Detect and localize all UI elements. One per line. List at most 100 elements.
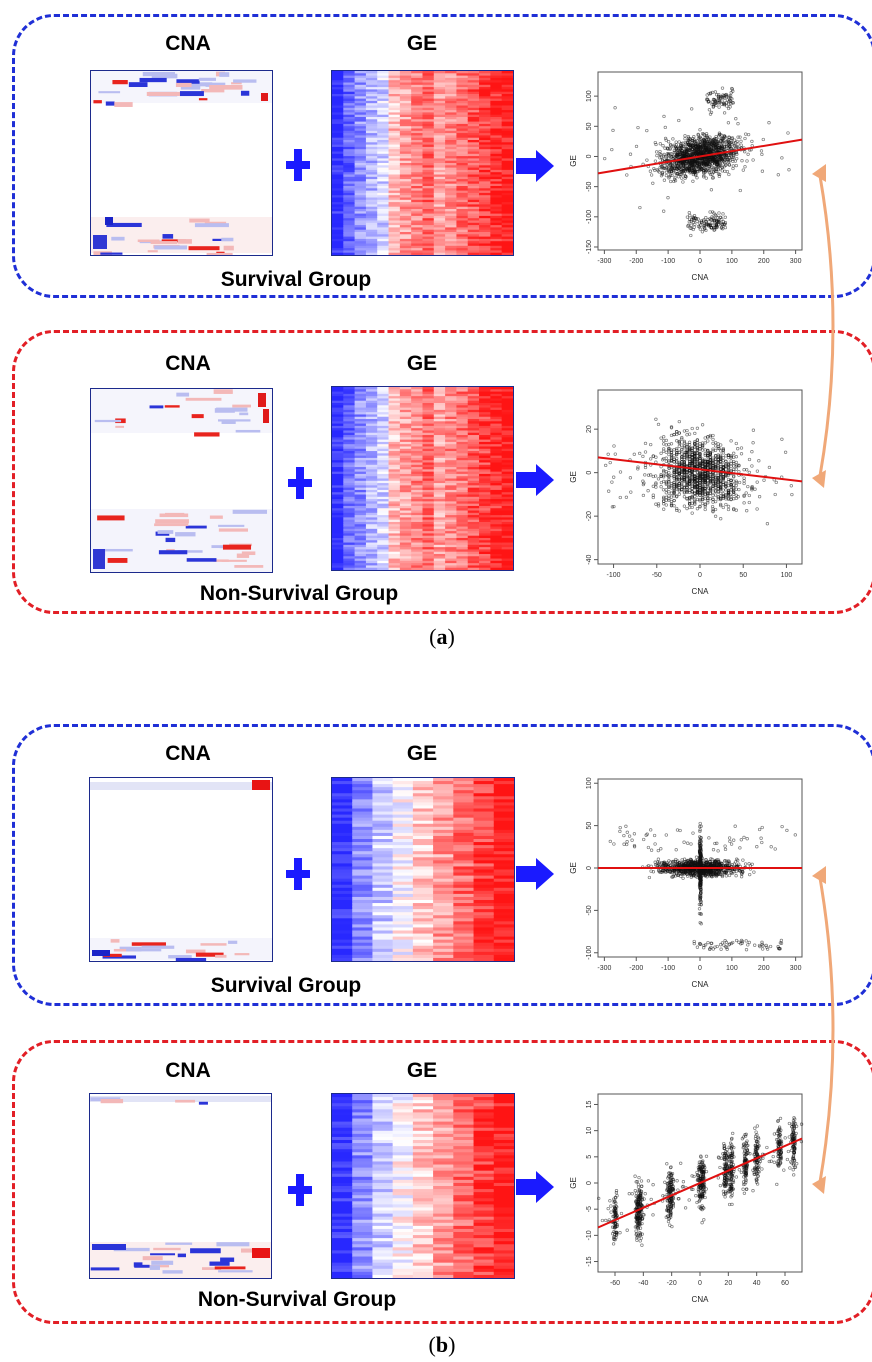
y-tick-label: -150 xyxy=(586,240,593,254)
group-label-b-non-survival: Non-Survival Group xyxy=(197,1288,397,1311)
y-tick-label: -50 xyxy=(586,181,593,191)
panel-label-a: (a) xyxy=(412,624,472,650)
ge-heatmap-a-non-survival xyxy=(331,386,514,571)
cna-heatmap-a-non-survival xyxy=(90,388,273,573)
survival-group-box-b xyxy=(12,724,872,1006)
cna-heatmap-a-survival xyxy=(90,70,273,256)
scatter-plot-svg: -60 -40 -20 0 20 40 60 15 10 5 0 -5 -10 -15 CNA GE xyxy=(569,1093,804,1304)
x-tick-label: 0 xyxy=(698,1280,702,1287)
point-cloud xyxy=(604,417,794,526)
right-arrow-icon xyxy=(516,1169,554,1205)
panel-label-b: (b) xyxy=(412,1332,472,1358)
y-tick-label: -10 xyxy=(586,1230,593,1240)
ge-heatmap-cells xyxy=(332,1094,514,1278)
x-tick-label: 0 xyxy=(698,258,702,265)
group-label-a-non-survival: Non-Survival Group xyxy=(199,582,399,605)
x-tick-label: 0 xyxy=(698,572,702,579)
ge-heatmap-a-survival xyxy=(331,70,514,256)
cna-header-b-survival: CNA xyxy=(165,742,211,765)
x-tick-label: -300 xyxy=(597,258,611,265)
panel-label-a-letter: a xyxy=(436,624,448,649)
group-label-a-survival: Survival Group xyxy=(220,268,372,291)
y-tick-label: -50 xyxy=(586,905,593,915)
x-tick-label: 100 xyxy=(726,965,738,972)
panel-label-b-letter: b xyxy=(435,1332,449,1357)
panel-label-b-open: ( xyxy=(428,1332,436,1357)
y-axis-label: GE xyxy=(569,1177,578,1189)
x-tick-label: -40 xyxy=(638,1280,648,1287)
right-arrow-icon xyxy=(516,856,554,892)
double-headed-curved-arrow-icon xyxy=(806,160,846,492)
y-tick-label: 5 xyxy=(586,1155,593,1159)
panel-label-b-close: ) xyxy=(448,1332,456,1357)
y-tick-label: 0 xyxy=(586,471,593,475)
scatter-plot-svg: -100 -50 0 50 100 20 0 -20 -40 CNA GE xyxy=(569,389,803,596)
y-axis-label: GE xyxy=(569,155,578,167)
x-tick-label: -100 xyxy=(661,965,675,972)
cna-heatmap-b-non-survival xyxy=(89,1093,272,1279)
x-axis-label: CNA xyxy=(692,587,710,596)
y-tick-label: 20 xyxy=(586,425,593,433)
y-tick-label: 50 xyxy=(586,822,593,830)
scatter-plot-b-survival: -300 -200 -100 0 100 200 300 100 50 0 -50 -100 CNA GE xyxy=(566,775,806,995)
x-tick-label: 40 xyxy=(753,1280,761,1287)
y-tick-label: -5 xyxy=(586,1206,593,1212)
y-axis-label: GE xyxy=(569,471,578,483)
x-tick-label: -50 xyxy=(652,572,662,579)
y-tick-label: 15 xyxy=(586,1100,593,1108)
y-tick-label: -40 xyxy=(586,554,593,564)
ge-header-b-non-survival: GE xyxy=(406,1059,438,1082)
scatter-plot-svg: -300 -200 -100 0 100 200 300 100 50 0 -50 -100 -150 C… xyxy=(569,71,803,282)
double-headed-curved-arrow-icon xyxy=(806,864,846,1196)
y-tick-label: 0 xyxy=(586,154,593,158)
cna-heatmap-cells xyxy=(90,1096,271,1278)
x-tick-label: -100 xyxy=(661,258,675,265)
plus-icon xyxy=(284,145,312,185)
non-survival-group-box-a xyxy=(12,330,872,614)
ge-heatmap-b-survival xyxy=(331,777,515,962)
ge-heatmap-cells xyxy=(332,71,513,255)
ge-heatmap-cells xyxy=(332,778,514,961)
survival-group-box-a xyxy=(12,14,872,298)
cna-header-a-survival: CNA xyxy=(165,32,211,55)
y-tick-label: 100 xyxy=(586,777,593,789)
cna-header-b-non-survival: CNA xyxy=(165,1059,211,1082)
regression-line xyxy=(597,456,803,483)
y-tick-label: 10 xyxy=(586,1127,593,1135)
x-tick-label: 0 xyxy=(698,965,702,972)
x-tick-label: 200 xyxy=(758,965,770,972)
x-tick-label: 60 xyxy=(781,1280,789,1287)
x-tick-label: 200 xyxy=(758,258,770,265)
scatter-plot-a-survival: -300 -200 -100 0 100 200 300 100 50 0 -50 -100 -150 C… xyxy=(566,68,806,288)
x-tick-label: -200 xyxy=(629,258,643,265)
y-axis-label: GE xyxy=(569,862,578,874)
ge-heatmap-cells xyxy=(332,387,513,570)
x-tick-label: 50 xyxy=(739,572,747,579)
scatter-plot-b-non-survival: -60 -40 -20 0 20 40 60 15 10 5 0 -5 -10 -15 CNA GE xyxy=(566,1090,806,1310)
x-axis-label: CNA xyxy=(692,980,710,989)
cna-heatmap-cells xyxy=(91,71,272,255)
x-tick-label: 20 xyxy=(724,1280,732,1287)
ge-heatmap-b-non-survival xyxy=(331,1093,515,1279)
regression-line xyxy=(597,1137,803,1229)
y-tick-label: -15 xyxy=(586,1256,593,1266)
panel-label-a-open: ( xyxy=(429,624,437,649)
panel-label-a-close: ) xyxy=(447,624,455,649)
right-arrow-icon xyxy=(516,462,554,498)
point-cloud xyxy=(597,1116,804,1247)
regression-line xyxy=(597,138,803,175)
x-tick-label: -200 xyxy=(629,965,643,972)
non-survival-group-box-b xyxy=(12,1040,872,1324)
x-tick-label: -20 xyxy=(667,1280,677,1287)
x-tick-label: 100 xyxy=(726,258,738,265)
cna-heatmap-cells xyxy=(90,780,272,961)
ge-header-a-non-survival: GE xyxy=(406,352,438,375)
plus-icon xyxy=(286,463,314,503)
y-tick-label: -20 xyxy=(586,511,593,521)
ge-header-b-survival: GE xyxy=(406,742,438,765)
x-tick-label: -100 xyxy=(607,572,621,579)
cna-heatmap-b-survival xyxy=(89,777,273,962)
x-axis-label: CNA xyxy=(692,273,710,282)
y-tick-label: -100 xyxy=(586,210,593,224)
x-tick-label: -60 xyxy=(610,1280,620,1287)
